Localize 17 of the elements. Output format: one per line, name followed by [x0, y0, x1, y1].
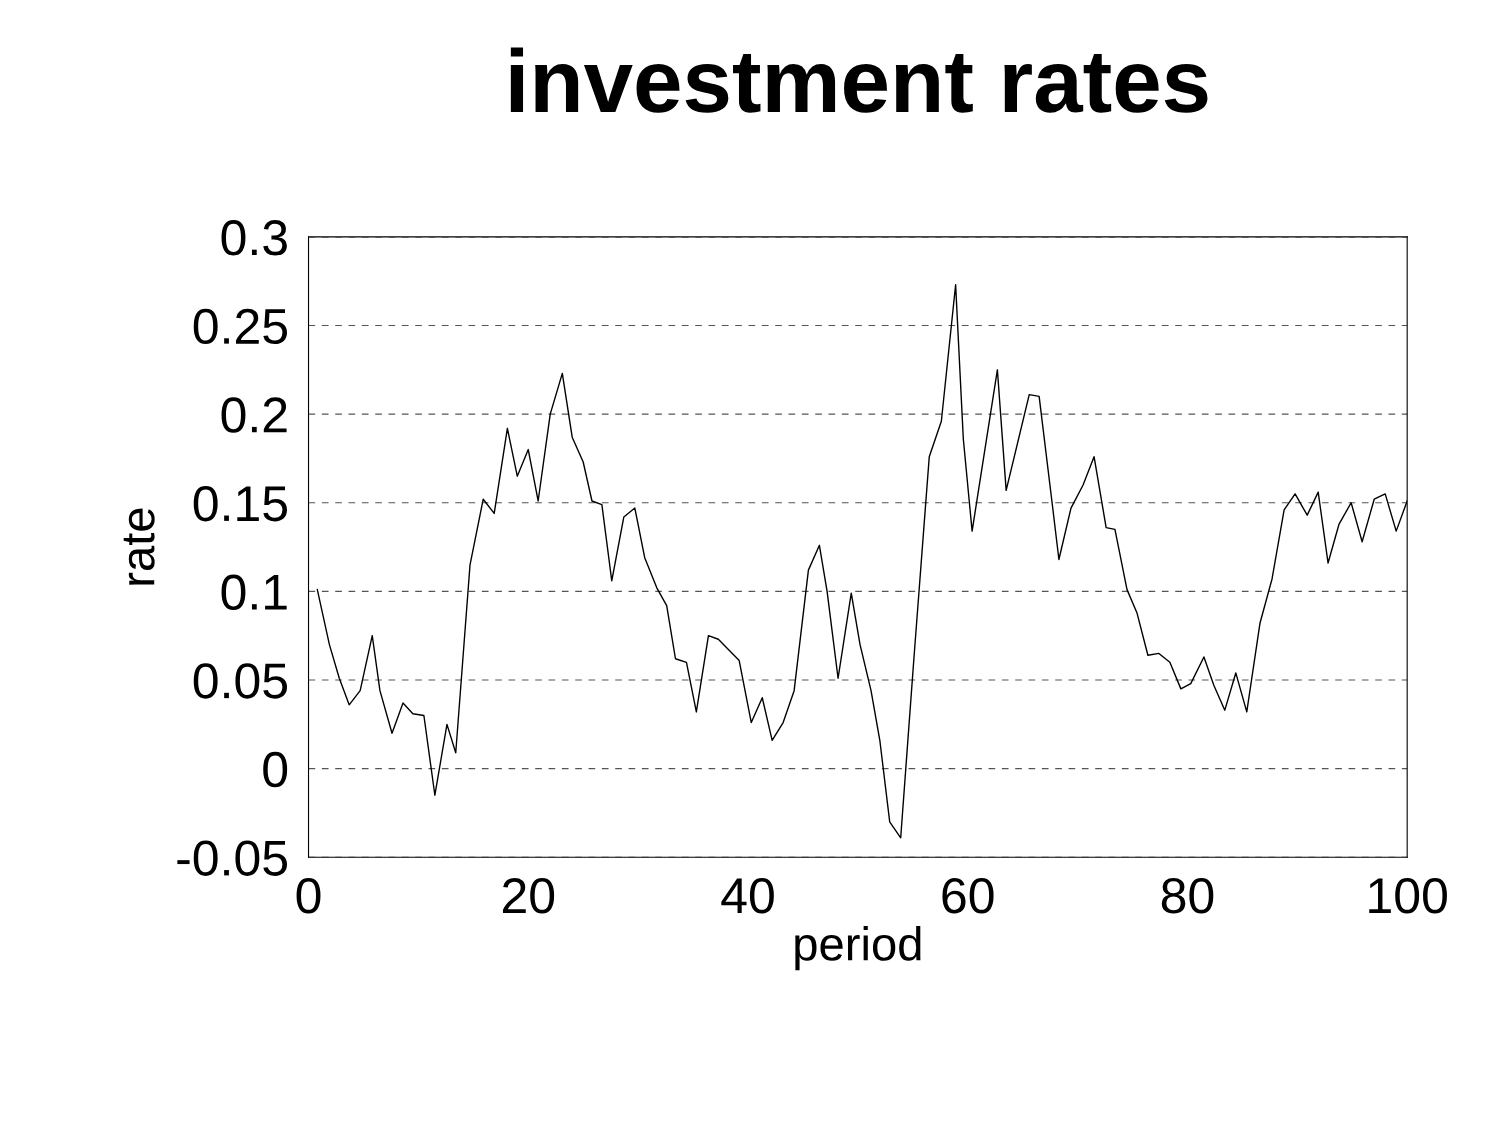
- y-tick-label: 0.05: [193, 663, 287, 699]
- chart-title: investment rates: [510, 47, 1208, 113]
- y-tick-label: 0.15: [193, 485, 287, 522]
- x-tick-label: 0: [296, 878, 321, 914]
- y-tick-label: 0.1: [221, 574, 287, 610]
- y-axis-title: rate: [123, 508, 155, 585]
- x-tick-label: 100: [1369, 878, 1447, 914]
- x-tick-label: 60: [942, 878, 994, 914]
- y-tick-label: 0.2: [221, 397, 287, 433]
- y-tick-label: 0.25: [193, 308, 287, 345]
- y-tick-label: -0.05: [177, 840, 287, 876]
- y-tick-label: 0: [263, 751, 288, 788]
- x-axis-title: period: [795, 926, 921, 971]
- x-tick-label: 20: [502, 878, 555, 914]
- x-tick-label: 40: [721, 878, 774, 914]
- y-tick-label: 0.3: [221, 220, 287, 256]
- x-tick-label: 80: [1161, 878, 1214, 914]
